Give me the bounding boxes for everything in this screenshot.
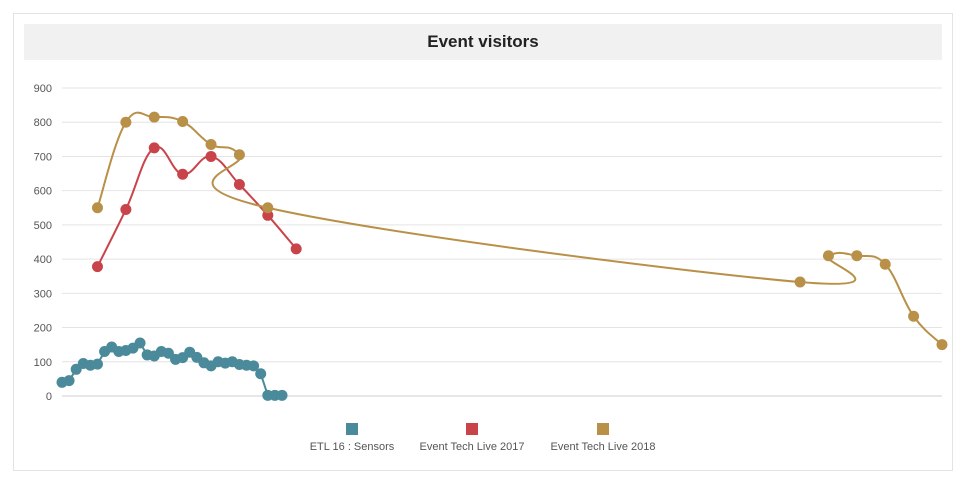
data-point	[248, 360, 260, 372]
data-point	[255, 368, 267, 380]
data-point	[134, 337, 146, 349]
legend-swatch	[346, 423, 358, 435]
series-line-2	[96, 111, 943, 346]
data-point	[205, 150, 217, 162]
data-point	[908, 310, 920, 322]
data-point	[148, 111, 160, 123]
y-tick-label: 200	[34, 323, 52, 335]
y-tick-label: 100	[34, 357, 52, 369]
data-point	[205, 138, 217, 150]
data-point	[822, 250, 834, 262]
legend-label: Event Tech Live 2017	[420, 441, 525, 453]
legend: ETL 16 : Sensors Event Tech Live 2017 Even…	[310, 423, 656, 453]
data-point	[91, 261, 103, 273]
data-point	[262, 209, 274, 221]
chart-panel	[13, 13, 953, 471]
series-points	[56, 111, 948, 401]
y-axis-ticks: 0 100 200 300 400 500 600 700 800 900	[34, 83, 52, 403]
data-point	[120, 203, 132, 215]
data-point	[290, 243, 302, 255]
data-point	[794, 276, 806, 288]
data-point	[148, 142, 160, 154]
data-point	[276, 389, 288, 401]
data-point	[879, 258, 891, 270]
data-point	[936, 339, 948, 351]
legend-swatch	[466, 423, 478, 435]
legend-swatch	[597, 423, 609, 435]
data-point	[162, 347, 174, 359]
y-tick-label: 0	[46, 391, 52, 403]
y-tick-label: 800	[34, 117, 52, 129]
y-tick-label: 900	[34, 83, 52, 95]
data-point	[91, 358, 103, 370]
chart-title: Event visitors	[24, 24, 942, 60]
data-point	[91, 202, 103, 214]
y-tick-label: 700	[34, 151, 52, 163]
legend-label: Event Tech Live 2018	[551, 441, 656, 453]
data-point	[233, 179, 245, 191]
y-tick-label: 600	[34, 186, 52, 198]
y-tick-label: 400	[34, 254, 52, 266]
data-point	[262, 202, 274, 214]
data-point	[177, 168, 189, 180]
data-point	[120, 116, 132, 128]
y-tick-label: 500	[34, 220, 52, 232]
data-point	[233, 149, 245, 161]
data-point	[177, 116, 189, 128]
data-point	[63, 375, 75, 387]
data-point	[851, 250, 863, 262]
y-tick-label: 300	[34, 288, 52, 300]
legend-label: ETL 16 : Sensors	[310, 441, 395, 453]
